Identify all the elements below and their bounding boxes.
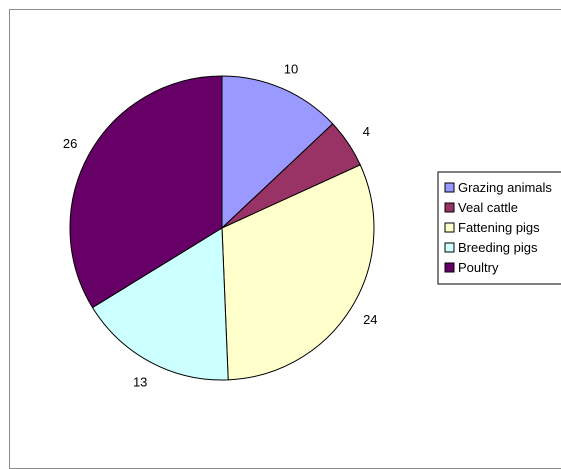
legend-label-veal-cattle: Veal cattle xyxy=(458,200,518,215)
legend-label-breeding-pigs: Breeding pigs xyxy=(458,240,538,255)
data-label-veal-cattle: 4 xyxy=(363,124,370,139)
pie-slices xyxy=(69,75,375,381)
data-label-fattening-pigs: 24 xyxy=(363,312,377,327)
legend-box xyxy=(437,171,561,285)
data-label-grazing-animals: 10 xyxy=(284,61,298,76)
legend-swatch-veal-cattle xyxy=(444,202,455,213)
legend-label-poultry: Poultry xyxy=(458,260,499,275)
data-label-breeding-pigs: 13 xyxy=(133,375,147,390)
legend-swatch-breeding-pigs xyxy=(444,242,455,253)
legend-label-fattening-pigs: Fattening pigs xyxy=(458,220,540,235)
pie-slice-poultry xyxy=(69,75,223,309)
legend-swatch-poultry xyxy=(444,262,455,273)
legend: Grazing animals Veal cattle Fattening pigs… xyxy=(437,171,561,285)
legend-swatch-fattening-pigs xyxy=(444,222,455,233)
pie-chart: 10 4 24 13 26 Grazing animals Veal cattle Fatt… xyxy=(63,61,561,390)
pie-slice-breeding-pigs xyxy=(91,227,229,381)
pie-slice-fattening-pigs xyxy=(221,164,375,381)
pie-slice-grazing-animals xyxy=(221,75,334,230)
data-labels: 10 4 24 13 26 xyxy=(63,61,378,389)
legend-label-grazing-animals: Grazing animals xyxy=(458,180,552,195)
data-label-poultry: 26 xyxy=(63,136,77,151)
legend-swatch-grazing-animals xyxy=(444,182,455,193)
